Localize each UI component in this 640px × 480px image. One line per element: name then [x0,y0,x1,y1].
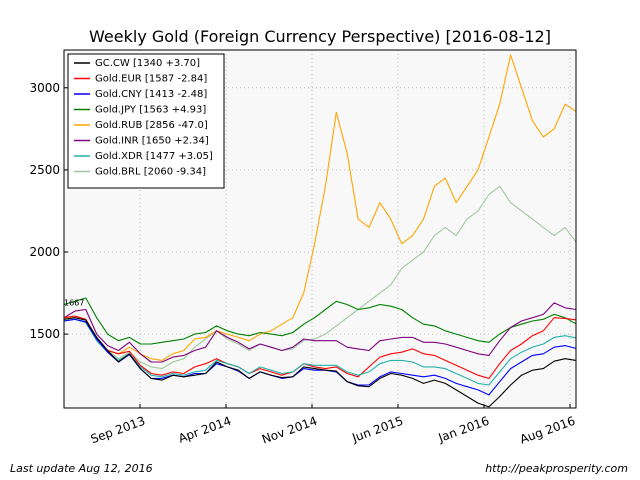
last-update-text: Last update Aug 12, 2016 [10,462,153,475]
x-tick-label: Jun 2015 [349,414,405,446]
legend-label: Gold.INR [1650 +2.34] [95,136,209,147]
series-line-3 [63,297,577,345]
legend-label: Gold.CNY [1413 -2.48] [95,89,207,100]
legend-label: GC.CW [1340 +3.70] [95,58,200,69]
x-tick-label: Sep 2013 [89,414,147,447]
y-tick-label: 3000 [29,81,60,95]
legend-box [67,53,225,189]
series-line-6 [63,318,577,386]
source-url: http://peakprosperity.com [485,462,628,475]
x-tick-label: Nov 2014 [260,414,319,447]
y-tick-label: 2000 [29,245,60,259]
legend-label: Gold.RUB [2856 -47.0] [95,120,208,131]
series-line-1 [63,315,577,379]
y-tick-label: 1500 [29,327,60,341]
series-line-4 [64,54,577,361]
series-line-5 [63,302,577,363]
chart-title: Weekly Gold (Foreign Currency Perspectiv… [89,27,551,46]
y-tick-label: 2500 [29,163,60,177]
x-tick-label: Aug 2016 [518,414,577,447]
annotation-label: 1667 [64,299,84,308]
legend-label: Gold.XDR [1477 +3.05] [95,151,213,162]
x-tick-label: Jan 2016 [436,414,491,446]
legend-label: Gold.EUR [1587 -2.84] [95,74,207,85]
series-line-0 [63,317,577,408]
legend-label: Gold.JPY [1563 +4.93] [95,105,206,116]
legend-label: Gold.BRL [2060 -9.34] [95,167,206,178]
series-line-7 [63,185,577,370]
legend: GC.CW [1340 +3.70] Gold.EUR [1587 -2.84] G… [67,53,225,189]
x-tick-label: Apr 2014 [176,414,233,446]
plot-frame [63,49,577,409]
